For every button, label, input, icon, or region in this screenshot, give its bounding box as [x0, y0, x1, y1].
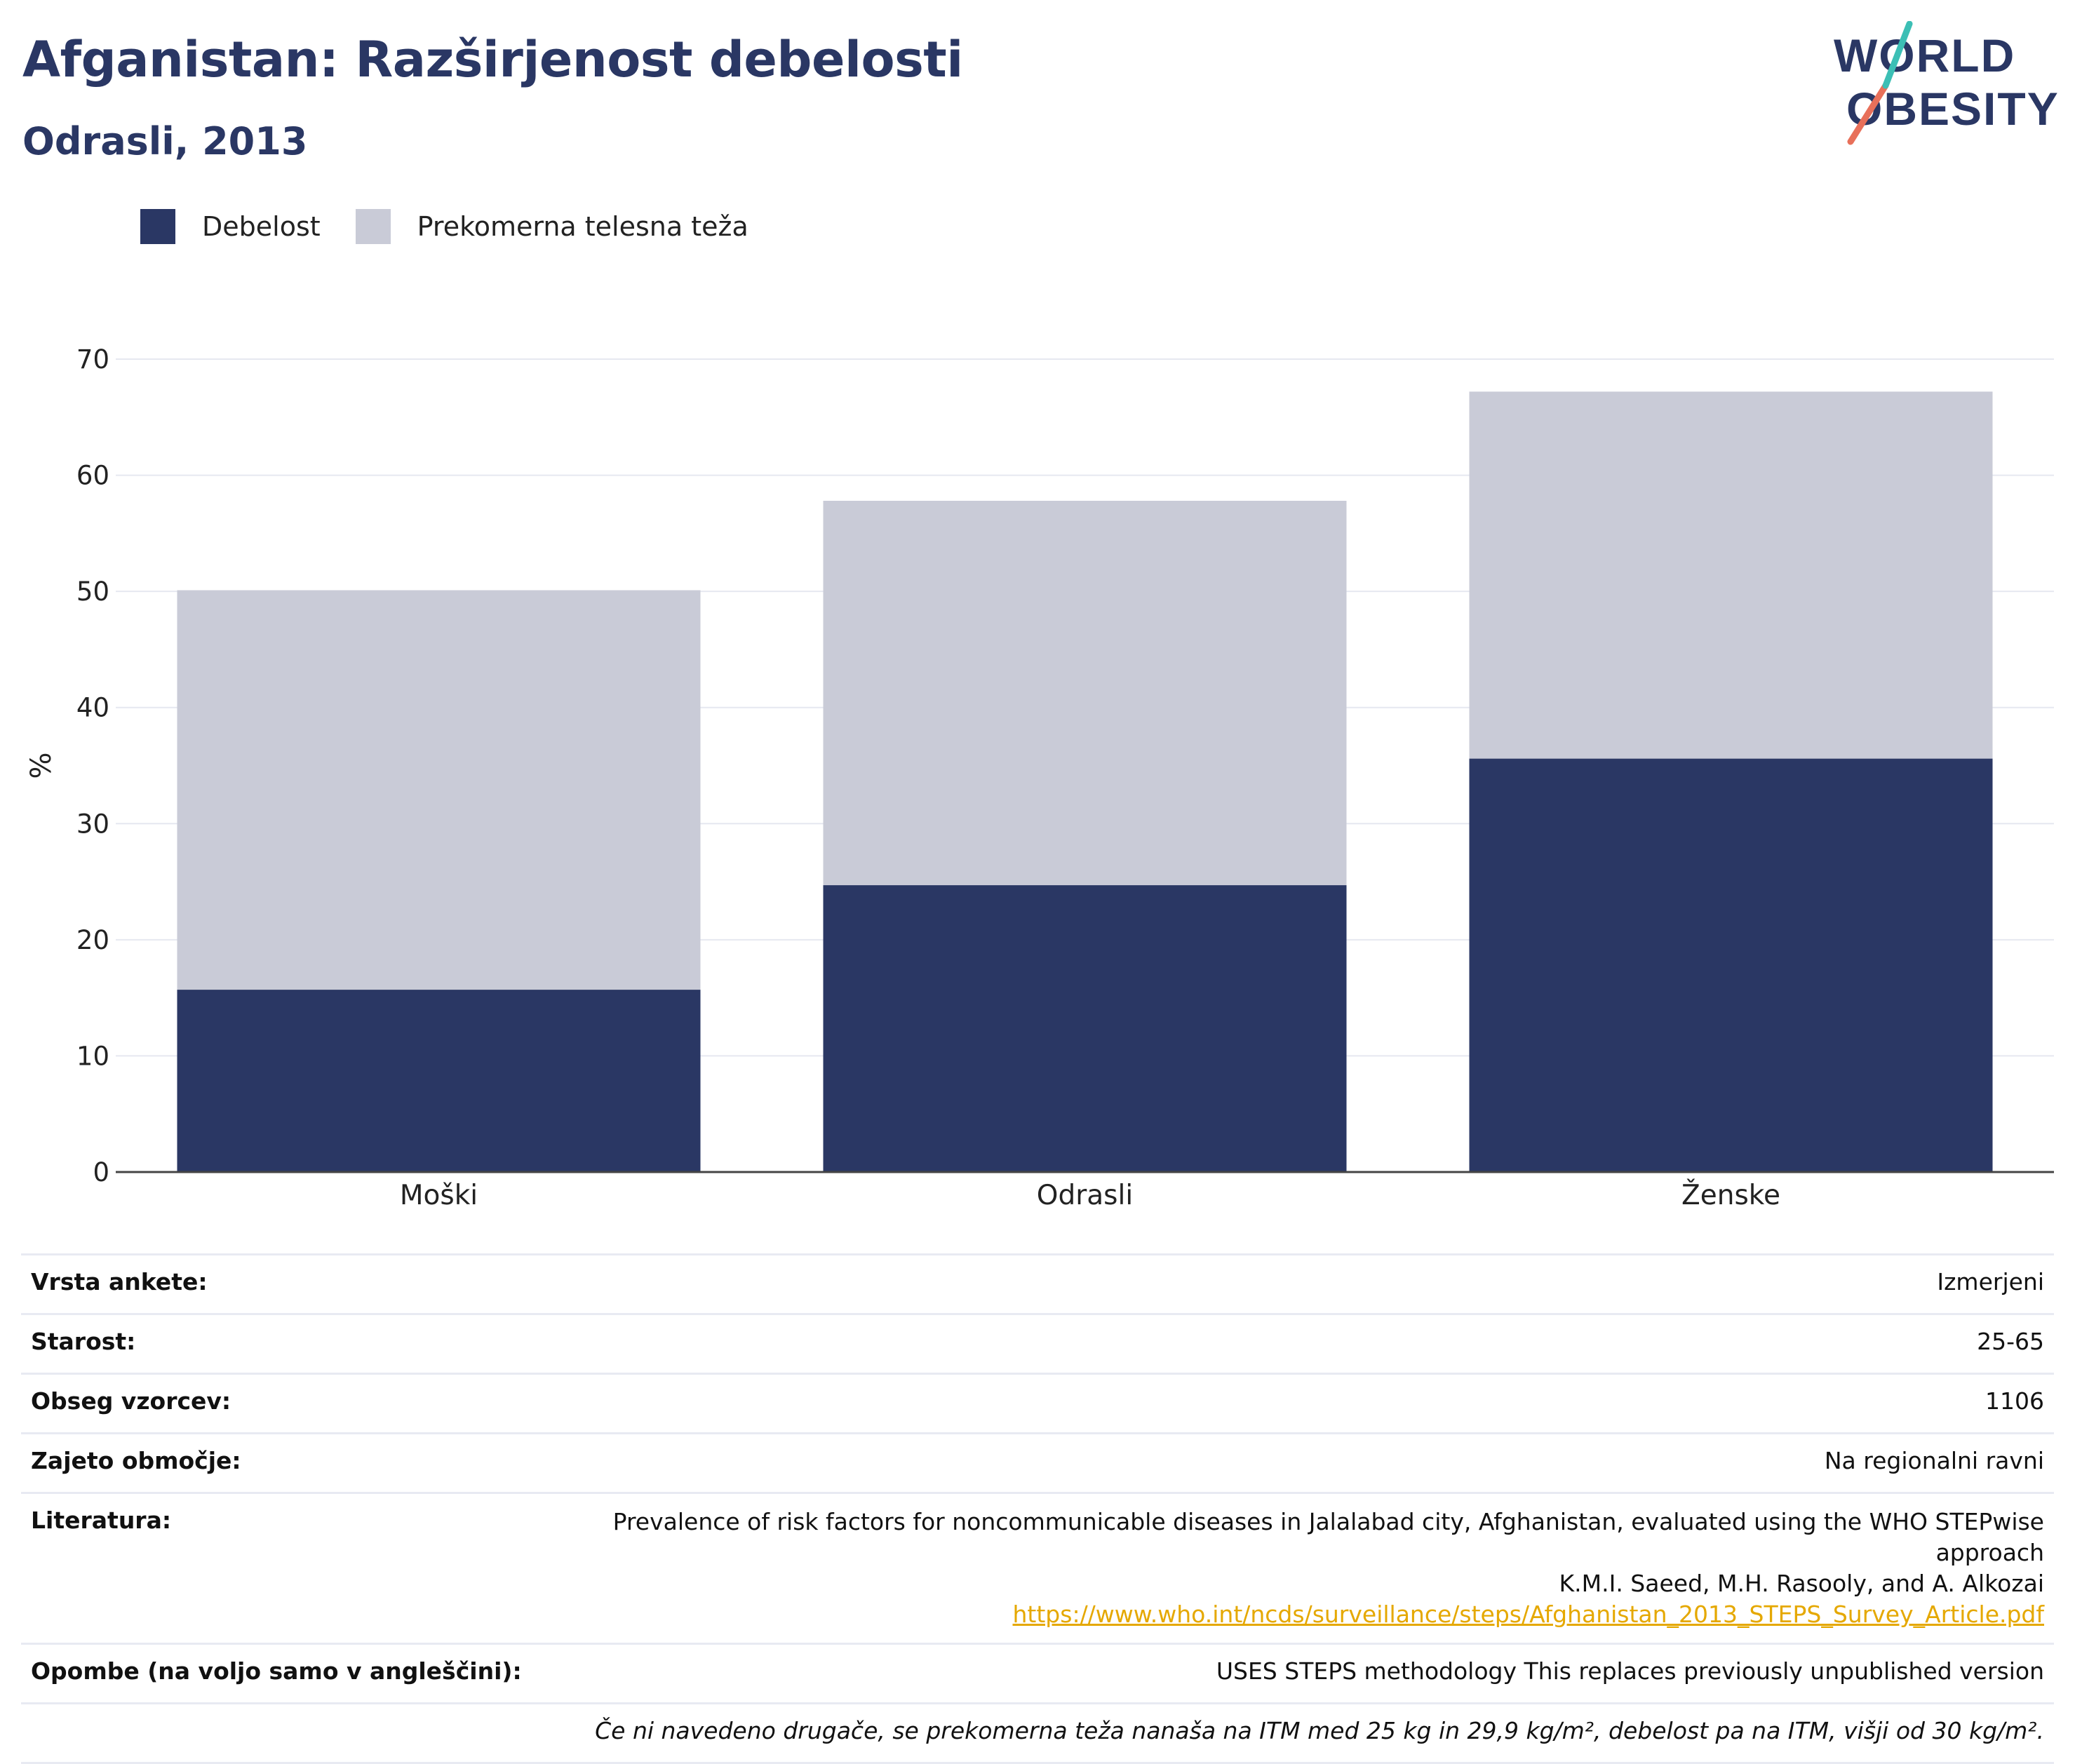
survey-type-value: Izmerjeni [531, 1253, 2054, 1314]
sample-value: 1106 [531, 1373, 2054, 1434]
legend-label-obesity: Debelost [202, 211, 321, 242]
world-obesity-logo: WORLD OBESITY [1834, 21, 2060, 145]
legend-swatch-obesity [140, 209, 175, 244]
info-row-area: Zajeto območje: Na regionalni ravni [21, 1432, 2054, 1493]
info-row-footnote: Če ni navedeno drugače, se prekomerna te… [21, 1702, 2054, 1764]
notes-label: Opombe (na voljo samo v angleščini): [21, 1643, 532, 1704]
legend-label-overweight: Prekomerna telesna teža [417, 211, 748, 242]
bar-obesity-2 [1469, 758, 1993, 1172]
y-tick-label: 70 [76, 344, 109, 375]
y-tick-label: 50 [76, 577, 109, 607]
sample-label: Obseg vzorcev: [21, 1373, 532, 1434]
literature-authors-line: K.M.I. Saeed, M.H. Rasooly, and A. Alkoz… [542, 1568, 2044, 1630]
age-value: 25-65 [531, 1313, 2054, 1374]
info-row-age: Starost: 25-65 [21, 1313, 2054, 1374]
y-tick-label: 10 [76, 1041, 109, 1071]
survey-type-label: Vrsta ankete: [21, 1253, 532, 1314]
literature-title: Prevalence of risk factors for noncommun… [612, 1508, 2044, 1566]
bar-overweight-0 [177, 590, 701, 990]
survey-info-table: Vrsta ankete: Izmerjeni Starost: 25-65 O… [21, 1253, 2054, 1764]
y-tick-label: 0 [93, 1157, 109, 1187]
legend-swatch-overweight [355, 209, 391, 244]
x-tick-label: Odrasli [1037, 1180, 1133, 1211]
y-tick-label: 20 [76, 925, 109, 955]
bar-overweight-2 [1469, 391, 1993, 759]
area-label: Zajeto območje: [21, 1432, 532, 1493]
literature-authors: K.M.I. Saeed, M.H. Rasooly, and A. Alkoz… [1559, 1570, 2045, 1597]
x-tick-label: Ženske [1681, 1178, 1780, 1211]
literature-link[interactable]: https://www.who.int/ncds/surveillance/st… [1012, 1601, 2044, 1628]
y-tick-label: 60 [76, 461, 109, 491]
legend-item-obesity[interactable]: Debelost [140, 209, 321, 244]
y-axis-title: % [25, 752, 58, 779]
chart-legend: Debelost Prekomerna telesna teža [140, 207, 784, 246]
notes-value: USES STEPS methodology This replaces pre… [531, 1643, 2054, 1704]
page-subtitle: Odrasli, 2013 [22, 119, 308, 163]
svg-text:OBESITY: OBESITY [1846, 83, 2060, 135]
bar-overweight-1 [823, 500, 1347, 886]
area-value: Na regionalni ravni [531, 1432, 2054, 1493]
info-row-sample: Obseg vzorcev: 1106 [21, 1373, 2054, 1434]
bar-obesity-0 [177, 990, 701, 1172]
info-row-survey-type: Vrsta ankete: Izmerjeni [21, 1253, 2054, 1314]
svg-text:WORLD: WORLD [1834, 29, 2015, 81]
y-tick-label: 40 [76, 693, 109, 723]
x-tick-label: Moški [400, 1180, 478, 1211]
literature-value: Prevalence of risk factors for noncommun… [531, 1492, 2054, 1644]
bmi-footnote: Če ni navedeno drugače, se prekomerna te… [21, 1702, 2054, 1764]
legend-item-overweight[interactable]: Prekomerna telesna teža [355, 209, 748, 244]
stacked-bar-chart: 0 10 20 30 40 50 60 70% Moški Odrasli Ženske [25, 344, 2054, 1211]
info-row-notes: Opombe (na voljo samo v angleščini): USE… [21, 1643, 2054, 1704]
literature-label: Literatura: [21, 1492, 532, 1644]
y-tick-label: 30 [76, 809, 109, 839]
bar-obesity-1 [823, 885, 1347, 1172]
age-label: Starost: [21, 1313, 532, 1374]
page-title: Afganistan: Razširjenost debelosti [22, 31, 963, 88]
info-row-literature: Literatura: Prevalence of risk factors f… [21, 1492, 2054, 1644]
